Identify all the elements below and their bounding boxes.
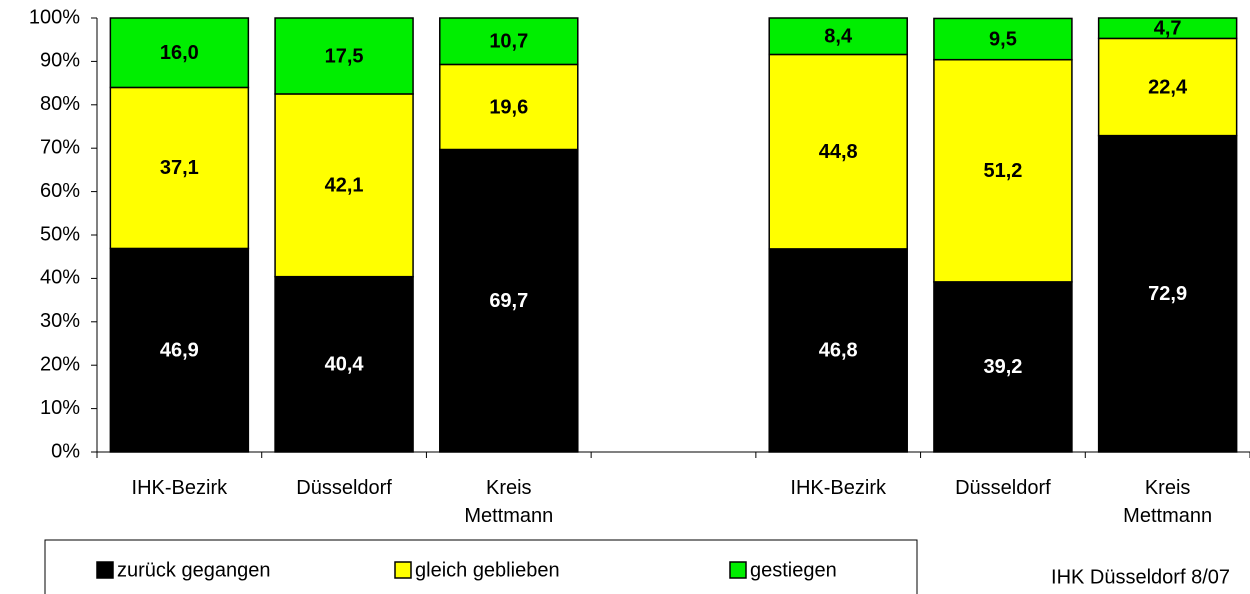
bar-segment xyxy=(109,17,250,89)
data-label: 9,5 xyxy=(989,28,1017,50)
data-label: 39,2 xyxy=(983,356,1022,378)
bar-segment xyxy=(439,17,579,66)
bar-segment xyxy=(274,93,414,278)
y-tick-label: 80% xyxy=(40,93,80,115)
y-tick-label: 70% xyxy=(40,136,80,158)
data-label: 40,4 xyxy=(325,354,365,376)
data-label: 10,7 xyxy=(489,31,528,53)
y-tick-label: 40% xyxy=(40,267,80,289)
legend-swatch xyxy=(729,561,747,579)
legend-label: zurück gegangen xyxy=(117,559,270,581)
bar-segment xyxy=(109,247,250,453)
y-tick-label: 10% xyxy=(40,397,80,419)
bar-segment xyxy=(768,17,908,56)
y-tick-label: 60% xyxy=(40,180,80,202)
bar-segment xyxy=(274,17,414,95)
y-tick-label: 100% xyxy=(29,6,80,28)
bar-segment xyxy=(274,275,414,453)
legend-label: gestiegen xyxy=(750,559,837,581)
bar-segment xyxy=(1097,37,1238,137)
data-label: 37,1 xyxy=(160,157,199,179)
bar-segment xyxy=(109,86,250,250)
source: IHK Düsseldorf 8/07 xyxy=(1051,566,1230,588)
legend-swatch xyxy=(96,561,114,579)
bar-segment xyxy=(439,63,579,151)
bar-segment xyxy=(768,248,908,453)
bar-segment xyxy=(439,148,579,453)
x-tick-label: IHK-Bezirk xyxy=(790,477,886,499)
y-tick-label: 50% xyxy=(40,223,80,245)
data-label: 42,1 xyxy=(325,175,364,197)
x-tick-label: Kreis Mettmann xyxy=(1123,477,1213,527)
data-label: 22,4 xyxy=(1148,76,1188,98)
legend-label: gleich geblieben xyxy=(415,559,560,581)
bar-segment xyxy=(933,58,1073,283)
data-label: 72,9 xyxy=(1148,283,1187,305)
bar-segment xyxy=(933,17,1073,61)
bar-segment xyxy=(1097,17,1238,40)
y-tick-label: 0% xyxy=(51,440,80,462)
bar-segment xyxy=(1097,134,1238,453)
y-tick-label: 20% xyxy=(40,353,80,375)
data-label: 16,0 xyxy=(160,42,199,64)
data-label: 8,4 xyxy=(824,26,853,48)
data-label: 44,8 xyxy=(819,141,858,163)
legend-swatch xyxy=(394,561,412,579)
bar-segment xyxy=(768,53,908,250)
y-tick-label: 30% xyxy=(40,310,80,332)
data-label: 46,8 xyxy=(819,340,858,362)
data-label: 4,7 xyxy=(1154,17,1182,39)
x-tick-label: Düsseldorf xyxy=(296,477,392,499)
data-label: 17,5 xyxy=(325,45,364,67)
bar-segment xyxy=(933,281,1073,453)
data-label: 69,7 xyxy=(489,290,528,312)
data-label: 46,9 xyxy=(160,340,199,362)
data-label: 19,6 xyxy=(489,96,528,118)
data-label: 51,2 xyxy=(983,160,1022,182)
x-tick-label: IHK-Bezirk xyxy=(131,477,228,499)
legend-box xyxy=(44,539,918,594)
x-tick-label: Kreis Mettmann xyxy=(464,477,554,527)
x-tick-label: Düsseldorf xyxy=(955,477,1051,499)
y-tick-label: 90% xyxy=(40,50,80,72)
